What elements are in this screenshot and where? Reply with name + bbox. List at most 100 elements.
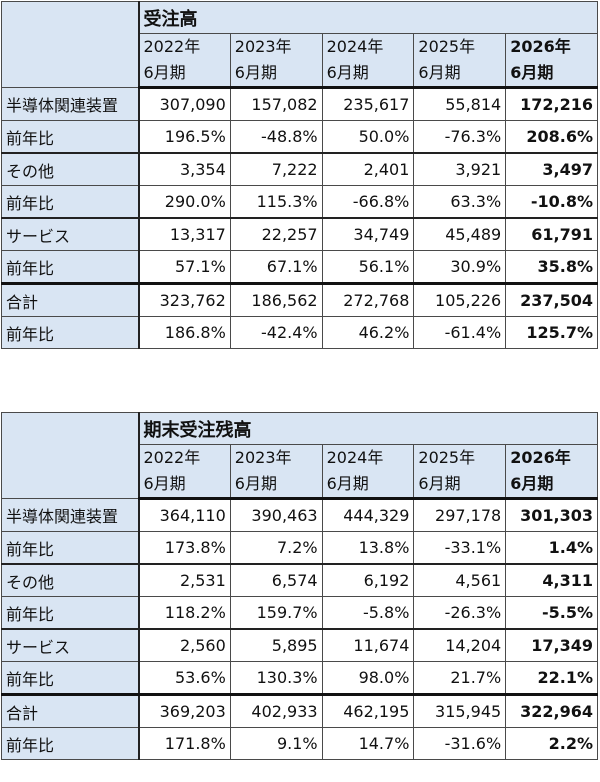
cell-value: 61,791 bbox=[505, 217, 598, 251]
cell-value: 14,204 bbox=[413, 628, 507, 662]
table-row: 前年比 118.2% 159.7% -5.8% -26.3% -5.5% bbox=[1, 596, 598, 630]
cell-value: 1.4% bbox=[505, 531, 598, 565]
cell-value: 390,463 bbox=[229, 498, 323, 532]
row-label: 前年比 bbox=[1, 316, 140, 349]
cell-value: 2,401 bbox=[321, 152, 415, 186]
cell-value: 118.2% bbox=[138, 596, 231, 630]
cell-value: 171.8% bbox=[138, 727, 231, 760]
cell-value: -76.3% bbox=[413, 120, 507, 154]
table-row: 前年比 171.8% 9.1% 14.7% -31.6% 2.2% bbox=[1, 727, 598, 760]
cell-value: 315,945 bbox=[413, 693, 507, 728]
cell-value: 6,192 bbox=[321, 563, 415, 597]
table-row: 合計 369,203 402,933 462,195 315,945 322,9… bbox=[1, 693, 598, 728]
row-label: その他 bbox=[1, 563, 140, 597]
row-label: サービス bbox=[1, 217, 140, 251]
table-title: 期末受注残高 bbox=[138, 412, 598, 445]
cell-value: -66.8% bbox=[321, 185, 415, 219]
cell-value: 35.8% bbox=[505, 250, 598, 284]
cell-value: 22,257 bbox=[229, 217, 323, 251]
cell-value: -31.6% bbox=[413, 727, 507, 760]
row-label: サービス bbox=[1, 628, 140, 662]
cell-value: -61.4% bbox=[413, 316, 507, 349]
cell-value: 4,311 bbox=[505, 563, 598, 597]
row-label: 前年比 bbox=[1, 596, 140, 630]
year-header: 2024年 6月期 bbox=[321, 444, 415, 500]
row-label: 合計 bbox=[1, 693, 140, 728]
cell-value: 6,574 bbox=[229, 563, 323, 597]
cell-value: 13,317 bbox=[138, 217, 231, 251]
cell-value: 34,749 bbox=[321, 217, 415, 251]
cell-value: 307,090 bbox=[138, 87, 231, 121]
cell-value: 173.8% bbox=[138, 531, 231, 565]
row-label: 前年比 bbox=[1, 120, 140, 154]
cell-value: 4,561 bbox=[413, 563, 507, 597]
cell-value: 55,814 bbox=[413, 87, 507, 121]
table-row: その他 3,354 7,222 2,401 3,921 3,497 bbox=[1, 152, 598, 186]
cell-value: 115.3% bbox=[229, 185, 323, 219]
cell-value: 56.1% bbox=[321, 250, 415, 284]
year-header: 2022年 6月期 bbox=[138, 33, 231, 89]
cell-value: 13.8% bbox=[321, 531, 415, 565]
cell-value: -48.8% bbox=[229, 120, 323, 154]
table-row: 前年比 53.6% 130.3% 98.0% 21.7% 22.1% bbox=[1, 661, 598, 695]
year-header: 2022年 6月期 bbox=[138, 444, 231, 500]
cell-value: 2,560 bbox=[138, 628, 231, 662]
cell-value: 235,617 bbox=[321, 87, 415, 121]
table-row: 前年比 290.0% 115.3% -66.8% 63.3% -10.8% bbox=[1, 185, 598, 219]
cell-value: 237,504 bbox=[505, 282, 598, 317]
cell-value: 46.2% bbox=[321, 316, 415, 349]
year-header: 2025年 6月期 bbox=[413, 33, 507, 89]
row-label: 前年比 bbox=[1, 531, 140, 565]
cell-value: 130.3% bbox=[229, 661, 323, 695]
year-header: 2025年 6月期 bbox=[413, 444, 507, 500]
cell-value: 402,933 bbox=[229, 693, 323, 728]
year-header: 2026年 6月期 bbox=[505, 33, 598, 89]
table-title: 受注高 bbox=[138, 1, 598, 34]
cell-value: 157,082 bbox=[229, 87, 323, 121]
cell-value: 21.7% bbox=[413, 661, 507, 695]
cell-value: 45,489 bbox=[413, 217, 507, 251]
cell-value: 159.7% bbox=[229, 596, 323, 630]
row-label: 前年比 bbox=[1, 727, 140, 760]
row-label: 前年比 bbox=[1, 250, 140, 284]
table-corner bbox=[1, 412, 140, 499]
orders-table: 受注高 2022年 6月期 2023年 6月期 2024年 6月期 2025年 6月期 … bbox=[1, 1, 598, 349]
cell-value: 322,964 bbox=[505, 693, 598, 728]
cell-value: 30.9% bbox=[413, 250, 507, 284]
cell-value: 172,216 bbox=[505, 87, 598, 121]
cell-value: 63.3% bbox=[413, 185, 507, 219]
cell-value: 22.1% bbox=[505, 661, 598, 695]
cell-value: 7,222 bbox=[229, 152, 323, 186]
cell-value: 272,768 bbox=[321, 282, 415, 317]
cell-value: 290.0% bbox=[138, 185, 231, 219]
cell-value: -33.1% bbox=[413, 531, 507, 565]
table-row: 前年比 57.1% 67.1% 56.1% 30.9% 35.8% bbox=[1, 250, 598, 284]
cell-value: 53.6% bbox=[138, 661, 231, 695]
cell-value: -10.8% bbox=[505, 185, 598, 219]
cell-value: -5.5% bbox=[505, 596, 598, 630]
cell-value: 369,203 bbox=[138, 693, 231, 728]
cell-value: 462,195 bbox=[321, 693, 415, 728]
cell-value: 186.8% bbox=[138, 316, 231, 349]
cell-value: 323,762 bbox=[138, 282, 231, 317]
table-row: サービス 13,317 22,257 34,749 45,489 61,791 bbox=[1, 217, 598, 251]
cell-value: 125.7% bbox=[505, 316, 598, 349]
cell-value: 11,674 bbox=[321, 628, 415, 662]
cell-value: -42.4% bbox=[229, 316, 323, 349]
year-header: 2023年 6月期 bbox=[229, 444, 323, 500]
cell-value: -26.3% bbox=[413, 596, 507, 630]
cell-value: 105,226 bbox=[413, 282, 507, 317]
row-label: 前年比 bbox=[1, 185, 140, 219]
table-row: 半導体関連装置 307,090 157,082 235,617 55,814 1… bbox=[1, 87, 598, 121]
row-label: 半導体関連装置 bbox=[1, 498, 140, 532]
table-row: サービス 2,560 5,895 11,674 14,204 17,349 bbox=[1, 628, 598, 662]
cell-value: 67.1% bbox=[229, 250, 323, 284]
row-label: 半導体関連装置 bbox=[1, 87, 140, 121]
backlog-table: 期末受注残高 2022年 6月期 2023年 6月期 2024年 6月期 2025年 6… bbox=[1, 412, 598, 760]
row-label: その他 bbox=[1, 152, 140, 186]
table-row: 半導体関連装置 364,110 390,463 444,329 297,178 … bbox=[1, 498, 598, 532]
row-label: 合計 bbox=[1, 282, 140, 317]
cell-value: 2.2% bbox=[505, 727, 598, 760]
year-header: 2026年 6月期 bbox=[505, 444, 598, 500]
cell-value: 9.1% bbox=[229, 727, 323, 760]
